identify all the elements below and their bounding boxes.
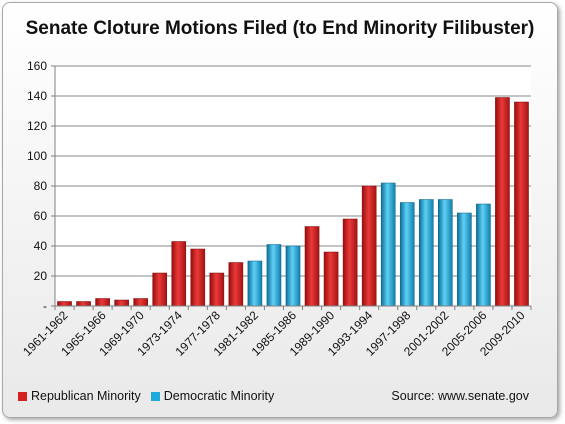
legend-item-democratic: Democratic Minority: [150, 389, 275, 403]
source-note: Source: www.senate.gov: [391, 389, 529, 403]
y-tick-label: 80: [34, 179, 48, 193]
legend-swatch-democratic: [150, 391, 160, 401]
bar-1965-1966: [95, 298, 110, 307]
bar-1991-1992: [342, 218, 358, 307]
bar-1981-1982: [247, 260, 263, 307]
bar-1979-1980: [228, 262, 244, 307]
bar-1961-1962: [57, 301, 72, 307]
bar-1973-1974: [171, 241, 187, 307]
chart-title: Senate Cloture Motions Filed (to End Min…: [25, 18, 535, 39]
y-tick-label: 40: [34, 239, 48, 253]
bar-1963-1964: [76, 301, 91, 307]
bar-1993-1994: [361, 185, 377, 307]
bar-1999-2000: [418, 199, 434, 307]
bar-1967-1968: [114, 299, 129, 307]
bar-2001-2002: [438, 199, 453, 307]
y-tick-label: 60: [34, 209, 48, 223]
bar-2003-2004: [457, 212, 472, 307]
bar-1987-1988: [304, 226, 320, 307]
legend: Republican Minority Democratic Minority: [18, 389, 284, 403]
legend-label-democratic: Democratic Minority: [163, 389, 275, 403]
legend-item-republican: Republican Minority: [18, 389, 141, 403]
bar-2005-2006: [476, 203, 491, 307]
bar-1969-1970: [133, 298, 148, 307]
bar-1975-1976: [190, 248, 206, 307]
bar-2007-2008: [495, 97, 510, 307]
bar-1997-1998: [399, 202, 415, 307]
y-tick-label: 20: [34, 269, 48, 283]
y-tick-label: -: [43, 299, 47, 313]
bar-2009-2010: [514, 101, 529, 307]
y-tick-label: 160: [27, 59, 47, 73]
legend-swatch-republican: [18, 391, 27, 401]
y-tick-label: 120: [27, 119, 47, 133]
bar-1989-1990: [323, 251, 339, 307]
legend-label-republican: Republican Minority: [31, 389, 141, 403]
y-tick-label: 100: [27, 149, 47, 163]
bar-1977-1978: [209, 272, 225, 307]
bar-1995-1996: [380, 182, 396, 307]
bar-1985-1986: [285, 245, 301, 307]
bar-1971-1972: [152, 272, 168, 307]
bar-1983-1984: [266, 244, 282, 307]
y-tick-label: 140: [27, 89, 47, 103]
